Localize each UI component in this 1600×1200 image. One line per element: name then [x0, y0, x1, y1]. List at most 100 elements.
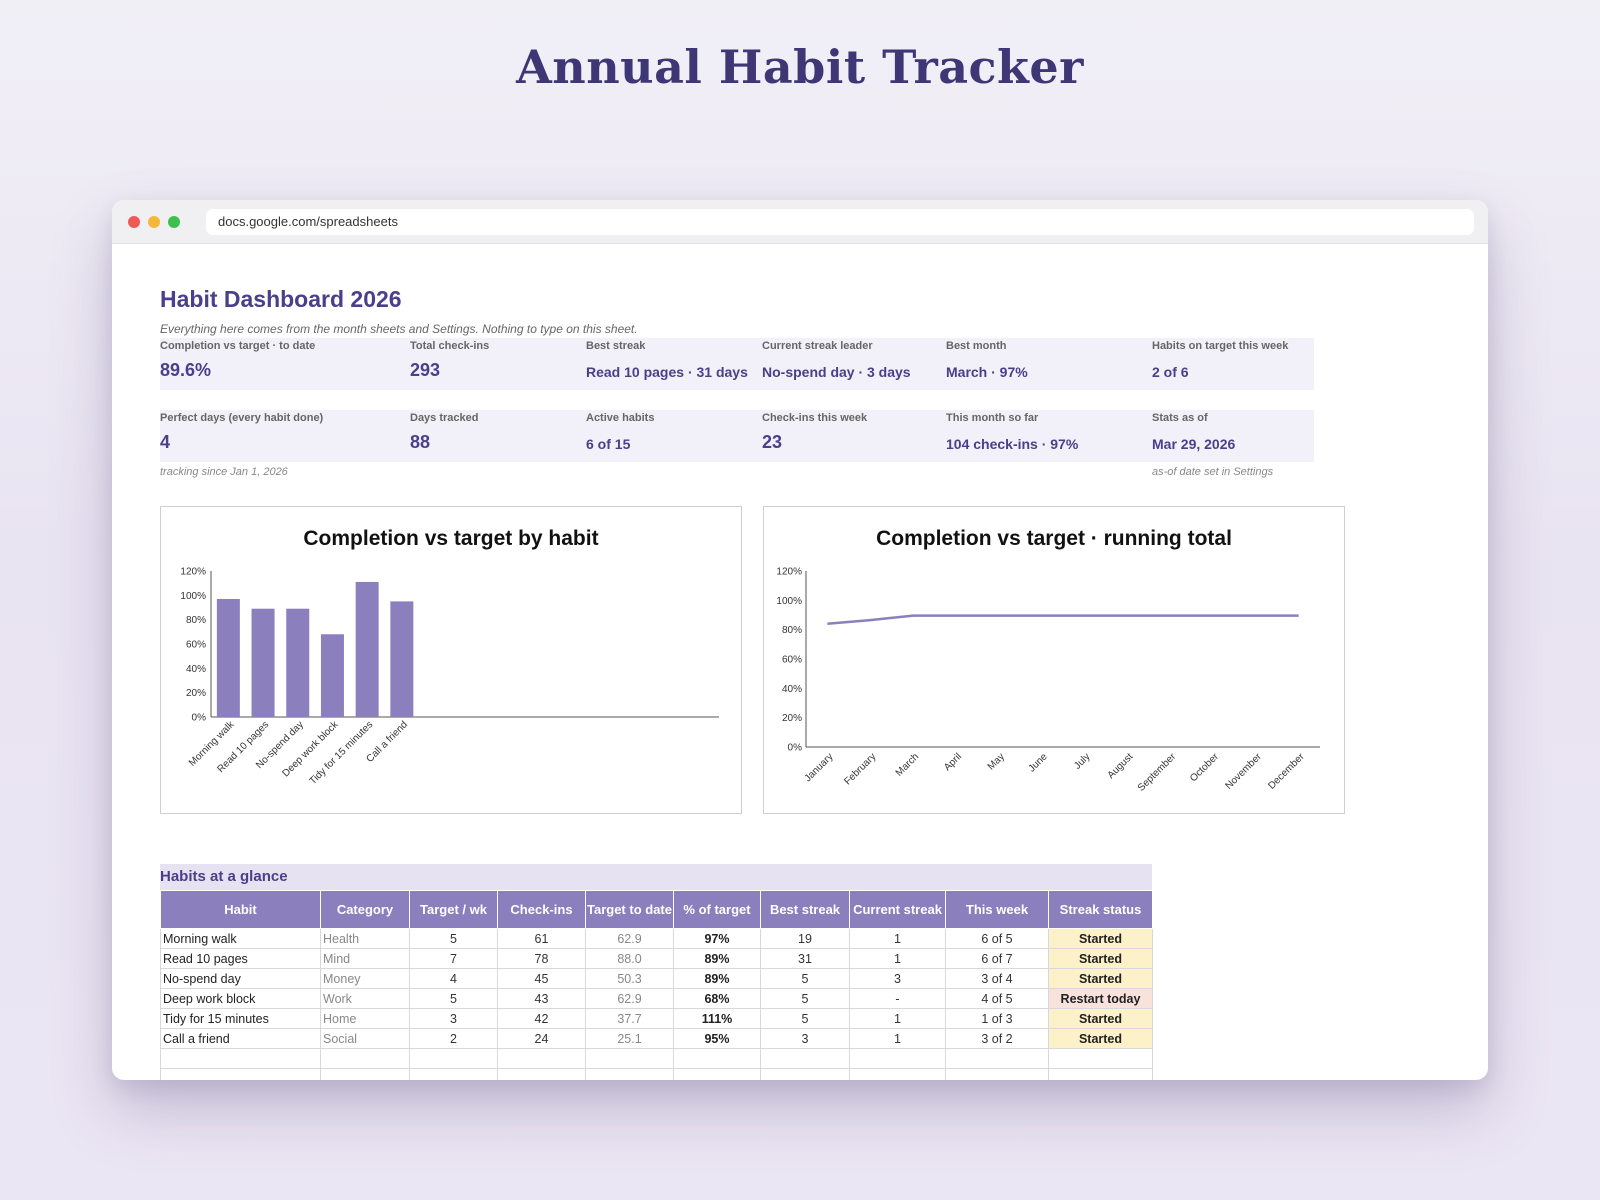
- cell-streak-status[interactable]: Started: [1048, 928, 1153, 949]
- header-target-to-date[interactable]: Target to date: [585, 890, 674, 929]
- empty-cell[interactable]: [945, 1068, 1049, 1080]
- empty-cell[interactable]: [160, 1068, 321, 1080]
- empty-row[interactable]: [160, 1068, 1153, 1080]
- empty-cell[interactable]: [1048, 1048, 1153, 1069]
- empty-cell[interactable]: [945, 1048, 1049, 1069]
- close-window-button[interactable]: [128, 216, 140, 228]
- cell-habit[interactable]: No-spend day: [160, 968, 321, 989]
- cell-best-streak[interactable]: 19: [760, 928, 850, 949]
- cell-habit[interactable]: Read 10 pages: [160, 948, 321, 969]
- header-checkins[interactable]: Check-ins: [497, 890, 586, 929]
- cell-target-to-date[interactable]: 62.9: [585, 928, 674, 949]
- cell-streak-status[interactable]: Started: [1048, 1008, 1153, 1029]
- header-target-wk[interactable]: Target / wk: [409, 890, 498, 929]
- header-habit[interactable]: Habit: [160, 890, 321, 929]
- header-this-week[interactable]: This week: [945, 890, 1049, 929]
- cell-checkins[interactable]: 78: [497, 948, 586, 969]
- empty-cell[interactable]: [497, 1048, 586, 1069]
- cell-best-streak[interactable]: 3: [760, 1028, 850, 1049]
- empty-cell[interactable]: [409, 1048, 498, 1069]
- cell-best-streak[interactable]: 31: [760, 948, 850, 969]
- header-category[interactable]: Category: [320, 890, 410, 929]
- minimize-window-button[interactable]: [148, 216, 160, 228]
- cell-current-streak[interactable]: 1: [849, 1028, 946, 1049]
- cell-this-week[interactable]: 3 of 2: [945, 1028, 1049, 1049]
- cell-target-to-date[interactable]: 25.1: [585, 1028, 674, 1049]
- cell-pct-target[interactable]: 89%: [673, 968, 761, 989]
- cell-pct-target[interactable]: 68%: [673, 988, 761, 1009]
- table-row[interactable]: Morning walk Health 5 61 62.9 97% 19 1 6 of 5 Sta…: [160, 928, 1153, 949]
- table-row[interactable]: Call a friend Social 2 24 25.1 95% 3 1 3 of 2 Sta…: [160, 1028, 1153, 1049]
- cell-pct-target[interactable]: 95%: [673, 1028, 761, 1049]
- cell-category[interactable]: Work: [320, 988, 410, 1009]
- cell-best-streak[interactable]: 5: [760, 988, 850, 1009]
- cell-target-wk[interactable]: 3: [409, 1008, 498, 1029]
- cell-target-wk[interactable]: 4: [409, 968, 498, 989]
- header-pct-target[interactable]: % of target: [673, 890, 761, 929]
- cell-pct-target[interactable]: 111%: [673, 1008, 761, 1029]
- empty-cell[interactable]: [320, 1068, 410, 1080]
- empty-cell[interactable]: [320, 1048, 410, 1069]
- table-row[interactable]: Tidy for 15 minutes Home 3 42 37.7 111% 5 1 1 of…: [160, 1008, 1153, 1029]
- empty-cell[interactable]: [497, 1068, 586, 1080]
- cell-checkins[interactable]: 42: [497, 1008, 586, 1029]
- cell-streak-status[interactable]: Started: [1048, 1028, 1153, 1049]
- empty-cell[interactable]: [160, 1048, 321, 1069]
- empty-cell[interactable]: [849, 1068, 946, 1080]
- empty-cell[interactable]: [409, 1068, 498, 1080]
- cell-pct-target[interactable]: 89%: [673, 948, 761, 969]
- header-streak-status[interactable]: Streak status: [1048, 890, 1153, 929]
- cell-checkins[interactable]: 45: [497, 968, 586, 989]
- table-row[interactable]: No-spend day Money 4 45 50.3 89% 5 3 3 of 4 Start…: [160, 968, 1153, 989]
- cell-habit[interactable]: Tidy for 15 minutes: [160, 1008, 321, 1029]
- maximize-window-button[interactable]: [168, 216, 180, 228]
- empty-cell[interactable]: [760, 1068, 850, 1080]
- empty-cell[interactable]: [673, 1048, 761, 1069]
- cell-target-wk[interactable]: 5: [409, 928, 498, 949]
- cell-current-streak[interactable]: 3: [849, 968, 946, 989]
- empty-cell[interactable]: [585, 1048, 674, 1069]
- cell-current-streak[interactable]: 1: [849, 948, 946, 969]
- line-chart[interactable]: Completion vs target · running total 0% 2…: [763, 506, 1345, 814]
- cell-best-streak[interactable]: 5: [760, 1008, 850, 1029]
- cell-target-wk[interactable]: 2: [409, 1028, 498, 1049]
- empty-cell[interactable]: [760, 1048, 850, 1069]
- empty-cell[interactable]: [849, 1048, 946, 1069]
- cell-category[interactable]: Mind: [320, 948, 410, 969]
- cell-category[interactable]: Health: [320, 928, 410, 949]
- cell-pct-target[interactable]: 97%: [673, 928, 761, 949]
- header-best-streak[interactable]: Best streak: [760, 890, 850, 929]
- cell-current-streak[interactable]: 1: [849, 1008, 946, 1029]
- header-current-streak[interactable]: Current streak: [849, 890, 946, 929]
- cell-checkins[interactable]: 24: [497, 1028, 586, 1049]
- cell-streak-status[interactable]: Started: [1048, 948, 1153, 969]
- cell-streak-status[interactable]: Restart today: [1048, 988, 1153, 1009]
- empty-cell[interactable]: [673, 1068, 761, 1080]
- empty-cell[interactable]: [585, 1068, 674, 1080]
- cell-this-week[interactable]: 4 of 5: [945, 988, 1049, 1009]
- cell-target-to-date[interactable]: 88.0: [585, 948, 674, 969]
- cell-habit[interactable]: Morning walk: [160, 928, 321, 949]
- cell-current-streak[interactable]: 1: [849, 928, 946, 949]
- cell-this-week[interactable]: 3 of 4: [945, 968, 1049, 989]
- cell-target-to-date[interactable]: 37.7: [585, 1008, 674, 1029]
- cell-habit[interactable]: Call a friend: [160, 1028, 321, 1049]
- cell-target-to-date[interactable]: 50.3: [585, 968, 674, 989]
- cell-checkins[interactable]: 43: [497, 988, 586, 1009]
- table-row[interactable]: Read 10 pages Mind 7 78 88.0 89% 31 1 6 of 7 Star…: [160, 948, 1153, 969]
- cell-checkins[interactable]: 61: [497, 928, 586, 949]
- bar-chart[interactable]: Completion vs target by habit 0% 20% 40% 60…: [160, 506, 742, 814]
- cell-this-week[interactable]: 1 of 3: [945, 1008, 1049, 1029]
- cell-target-wk[interactable]: 5: [409, 988, 498, 1009]
- address-bar[interactable]: docs.google.com/spreadsheets: [206, 209, 1474, 235]
- cell-best-streak[interactable]: 5: [760, 968, 850, 989]
- cell-streak-status[interactable]: Started: [1048, 968, 1153, 989]
- cell-category[interactable]: Home: [320, 1008, 410, 1029]
- empty-row[interactable]: [160, 1048, 1153, 1069]
- cell-this-week[interactable]: 6 of 5: [945, 928, 1049, 949]
- cell-target-wk[interactable]: 7: [409, 948, 498, 969]
- table-row[interactable]: Deep work block Work 5 43 62.9 68% 5-4 of 5 Res…: [160, 988, 1153, 1009]
- cell-habit[interactable]: Deep work block: [160, 988, 321, 1009]
- cell-category[interactable]: Money: [320, 968, 410, 989]
- cell-current-streak[interactable]: -: [849, 988, 946, 1009]
